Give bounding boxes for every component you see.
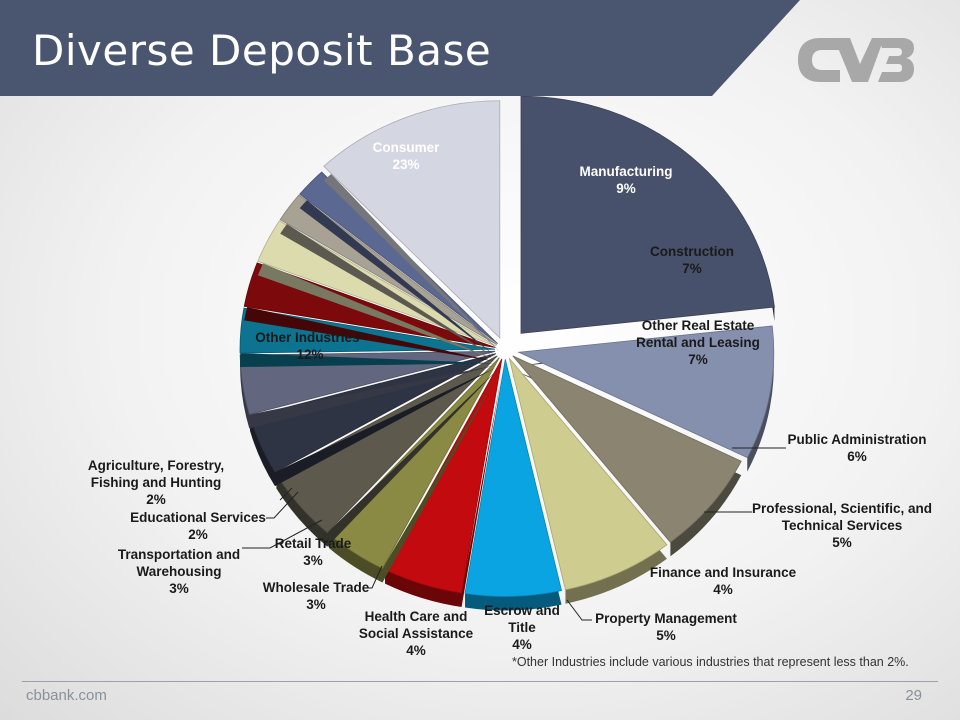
slice-label-1: Consumer 23% [373, 140, 441, 172]
pie-slice-side [249, 367, 496, 487]
pie-slice-16 [323, 100, 501, 352]
slice-label-6: Professional, Scientific, and Technical S… [752, 501, 932, 550]
slice-label-11: Wholesale Trade 3% [263, 580, 370, 612]
leader-line-15 [279, 487, 293, 501]
slice-label-9: Escrow and Title 4% [484, 603, 560, 652]
pie-slice-11 [239, 307, 496, 368]
pie-slice-top [520, 95, 775, 334]
pie-slice-3 [512, 355, 742, 557]
banner-shape [0, 0, 800, 96]
page-number: 29 [905, 687, 922, 704]
slice-label-12: Retail Trade 3% [275, 536, 352, 568]
title-banner [0, 0, 800, 96]
pie-slice-2 [517, 325, 775, 472]
pie-slice-top [464, 359, 562, 597]
cvb-logo-icon [798, 38, 914, 82]
slice-label-2: Manufacturing 9% [580, 164, 673, 196]
leader-line-13 [242, 519, 323, 549]
pie-slice-top [239, 307, 496, 354]
leader-lines [242, 447, 786, 621]
slice-label-4: Other Real Estate Rental and Leasing 7% [636, 318, 760, 367]
pie-slice-side [240, 308, 496, 368]
footer-divider [22, 681, 938, 682]
pie-slice-top [323, 100, 501, 339]
pie-slice-top [512, 355, 742, 543]
slice-label-13: Transportation and Warehousing 3% [118, 547, 240, 596]
pie-slice-side [257, 220, 497, 360]
pie-slices [239, 95, 775, 611]
leader-line-11 [364, 565, 383, 589]
slice-label-7: Finance and Insurance 4% [650, 565, 797, 597]
slice-labels: Consumer 23% Manufacturing 9% Construction 7%… [88, 140, 932, 658]
footer-website: cbbank.com [26, 687, 107, 704]
pie-slice-top [239, 350, 496, 416]
slice-label-10: Health Care and Social Assistance 4% [359, 609, 474, 658]
slice-label-14: Educational Services 2% [130, 510, 266, 542]
slice-label-16: Other Industries* 12% [255, 330, 365, 362]
leader-line-14 [266, 491, 299, 519]
pie-slice-4 [508, 358, 668, 604]
pie-slice-side [240, 355, 496, 429]
slice-label-15: Agriculture, Forestry, Fishing and Huntin… [88, 458, 224, 507]
slice-label-5: Public Administration 6% [787, 432, 926, 464]
slice-label-8: Property Management 5% [595, 611, 737, 643]
pie-slice-top [517, 325, 775, 459]
footnote: *Other Industries include various indust… [512, 655, 909, 669]
pie-slice-10 [239, 350, 496, 429]
page-title: Diverse Deposit Base [32, 26, 492, 75]
pie-slice-5 [464, 359, 562, 611]
pie-slice-top [508, 358, 668, 591]
pie-slice-1 [520, 95, 775, 348]
slice-label-3: Construction 7% [650, 244, 734, 276]
pie-slice-side [385, 372, 502, 608]
leader-line-8 [566, 599, 592, 621]
